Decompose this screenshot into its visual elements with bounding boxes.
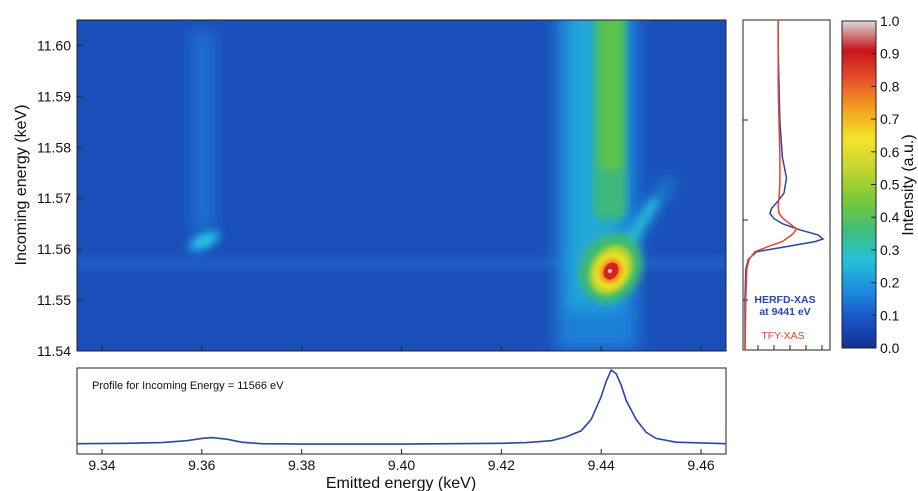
heatmap-y-axis: 11.54 11.55 11.56 11.57 11.58 11.59 11.60 (37, 37, 82, 359)
colorbar-tick-label: 0.3 (880, 242, 900, 258)
peak-center (608, 269, 612, 273)
colorbar-tick-label: 0.5 (880, 177, 900, 193)
profile-xtick-label: 9.42 (488, 457, 515, 473)
profile-panel: Profile for Incoming Energy = 11566 eV 9… (76, 346, 727, 491)
profile-annotation: Profile for Incoming Energy = 11566 eV (92, 380, 284, 392)
heatmap-image (77, 20, 726, 351)
colorbar-tick-label: 0.0 (880, 340, 900, 356)
profile-xtick-label: 9.46 (687, 457, 714, 473)
heatmap-ytick-label: 11.54 (37, 343, 71, 359)
profile-series-line (76, 368, 727, 445)
profile-x-axis: 9.34 9.36 9.38 9.40 9.42 9.44 9.46 (88, 346, 715, 473)
profile-xtick-label: 9.36 (188, 457, 215, 473)
tfy-xas-line (744, 20, 798, 351)
edge-band (77, 258, 726, 268)
heatmap-ytick-label: 11.57 (37, 190, 71, 206)
colorbar-tick-label: 0.6 (880, 144, 900, 160)
colorbar-tick-label: 0.1 (880, 307, 900, 323)
heatmap-ytick-label: 11.56 (37, 241, 71, 257)
profile-xtick-label: 9.38 (288, 457, 315, 473)
heatmap-ylabel: Incoming energy (keV) (13, 105, 30, 266)
weak-column (191, 30, 215, 230)
colorbar-gradient (842, 21, 876, 348)
heatmap-ytick-label: 11.58 (37, 139, 71, 155)
heatmap-ytick-label: 11.60 (37, 37, 71, 53)
weak-peak-core (194, 234, 214, 248)
profile-xtick-label: 9.40 (388, 457, 415, 473)
profile-xlabel: Emitted energy (keV) (326, 475, 476, 491)
colorbar-tick-label: 0.7 (880, 111, 900, 127)
legend-herfd-line2: at 9441 eV (759, 306, 810, 318)
side-spectra-panel: HERFD-XAS at 9441 eV TFY-XAS (742, 19, 831, 351)
heatmap-ytick-label: 11.59 (37, 88, 71, 104)
side-frame (742, 19, 831, 351)
colorbar-ticks: 0.0 0.1 0.2 0.3 0.4 0.5 0.6 0.7 0.8 0.9 1.0 (871, 13, 900, 356)
heatmap-ytick-label: 11.55 (37, 292, 71, 308)
colorbar-label: Intensity (a.u.) (900, 134, 917, 235)
colorbar-tick-label: 0.9 (880, 46, 900, 62)
legend-tfy: TFY-XAS (761, 330, 804, 342)
profile-line-group (76, 368, 727, 445)
main-column-green-core (600, 20, 622, 170)
colorbar-tick-label: 0.2 (880, 275, 900, 291)
side-spectra-lines (744, 20, 825, 351)
side-tick-marks (743, 119, 823, 350)
colorbar: 0.0 0.1 0.2 0.3 0.4 0.5 0.6 0.7 0.8 0.9 1.0 Intens… (841, 13, 917, 356)
profile-xtick-label: 9.34 (88, 457, 115, 473)
colorbar-tick-label: 0.8 (880, 78, 900, 94)
colorbar-tick-label: 0.4 (880, 209, 900, 225)
heatmap-panel: 11.54 11.55 11.56 11.57 11.58 11.59 11.60 Inco… (13, 19, 727, 359)
legend-herfd-line1: HERFD-XAS (754, 294, 815, 306)
colorbar-tick-label: 1.0 (880, 13, 900, 29)
profile-xtick-label: 9.44 (588, 457, 615, 473)
